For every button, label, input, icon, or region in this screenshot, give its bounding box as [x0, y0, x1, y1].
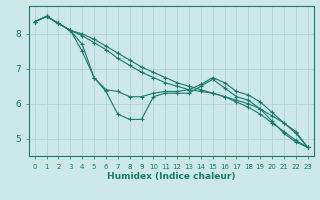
X-axis label: Humidex (Indice chaleur): Humidex (Indice chaleur)	[107, 172, 236, 181]
